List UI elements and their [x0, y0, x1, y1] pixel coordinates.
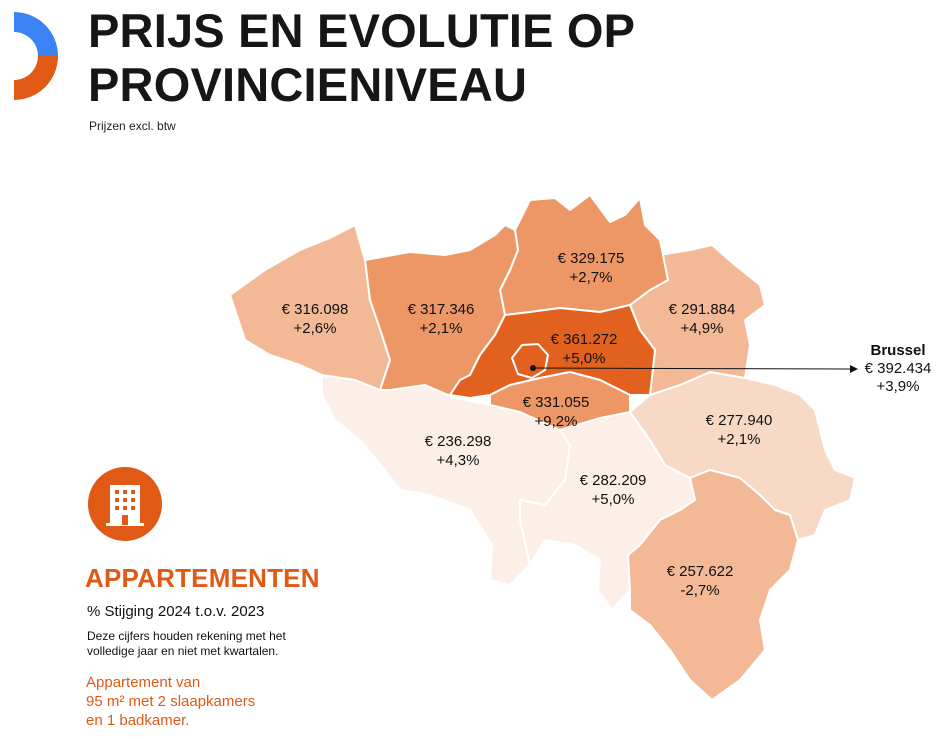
change-namen: +5,0% — [591, 491, 635, 508]
note-text: Deze cijfers houden rekening met het vol… — [87, 629, 367, 659]
change-oost-vlaanderen: +2,1% — [419, 320, 463, 337]
price-namen: € 282.209 — [579, 472, 647, 489]
category-title: APPARTEMENTEN — [85, 563, 320, 593]
label-henegouwen: € 236.298 +4,3% — [388, 432, 528, 470]
apartment-description: Appartement van 95 m² met 2 slaapkamers … — [86, 673, 346, 730]
title-line-1: PRIJS EN EVOLUTIE OP — [88, 4, 636, 57]
price-west-vlaanderen: € 316.098 — [281, 301, 349, 318]
change-henegouwen: +4,3% — [436, 452, 480, 469]
label-luik: € 277.940 +2,1% — [669, 411, 809, 449]
page-subtitle: Prijzen excl. btw — [89, 119, 176, 133]
price-antwerpen: € 329.175 — [557, 250, 625, 267]
desc-line-1: Appartement van — [86, 674, 201, 691]
change-vlaams-brabant: +5,0% — [562, 350, 606, 367]
label-west-vlaanderen: € 316.098 +2,6% — [245, 300, 385, 338]
note-line-1: Deze cijfers houden rekening met het — [87, 629, 286, 643]
price-waals-brabant: € 331.055 — [522, 394, 590, 411]
logo-icon — [14, 12, 58, 100]
label-oost-vlaanderen: € 317.346 +2,1% — [371, 300, 511, 338]
change-limburg: +4,9% — [680, 320, 724, 337]
apartment-building-icon — [106, 485, 144, 526]
change-antwerpen: +2,7% — [569, 269, 613, 286]
price-luxemburg: € 257.622 — [666, 563, 734, 580]
label-namen: € 282.209 +5,0% — [543, 471, 683, 509]
desc-line-3: en 1 badkamer. — [86, 712, 190, 729]
brussel-change: +3,9% — [876, 378, 920, 395]
page-title: PRIJS EN EVOLUTIE OP PROVINCIENIVEAU — [88, 4, 635, 112]
apartment-icon-badge — [88, 467, 162, 541]
percentage-label: % Stijging 2024 t.o.v. 2023 — [87, 603, 265, 620]
change-luxemburg: -2,7% — [680, 582, 720, 599]
desc-line-2: 95 m² met 2 slaapkamers — [86, 693, 256, 710]
brussel-price: € 392.434 — [864, 360, 932, 377]
change-west-vlaanderen: +2,6% — [293, 320, 337, 337]
price-vlaams-brabant: € 361.272 — [550, 331, 618, 348]
price-henegouwen: € 236.298 — [424, 433, 492, 450]
change-waals-brabant: +9,2% — [534, 413, 578, 430]
label-limburg: € 291.884 +4,9% — [632, 300, 772, 338]
brussel-callout: Brussel € 392.434 +3,9% — [855, 342, 941, 396]
label-waals-brabant: € 331.055 +9,2% — [486, 393, 626, 431]
price-luik: € 277.940 — [705, 412, 773, 429]
price-oost-vlaanderen: € 317.346 — [407, 301, 475, 318]
province-waals-brabant[interactable] — [489, 371, 631, 431]
brussel-name: Brussel — [870, 342, 926, 359]
price-limburg: € 291.884 — [668, 301, 736, 318]
title-line-2: PROVINCIENIVEAU — [88, 58, 528, 111]
change-luik: +2,1% — [717, 431, 761, 448]
brussel-pointer-arrow — [850, 365, 858, 373]
brussel-pointer-line — [532, 367, 851, 370]
label-luxemburg: € 257.622 -2,7% — [630, 562, 770, 600]
label-vlaams-brabant: € 361.272 +5,0% — [514, 330, 654, 368]
region-brussel[interactable] — [511, 343, 549, 379]
province-luxemburg[interactable] — [627, 469, 799, 701]
label-antwerpen: € 329.175 +2,7% — [521, 249, 661, 287]
note-line-2: volledige jaar en niet met kwartalen. — [87, 644, 279, 658]
